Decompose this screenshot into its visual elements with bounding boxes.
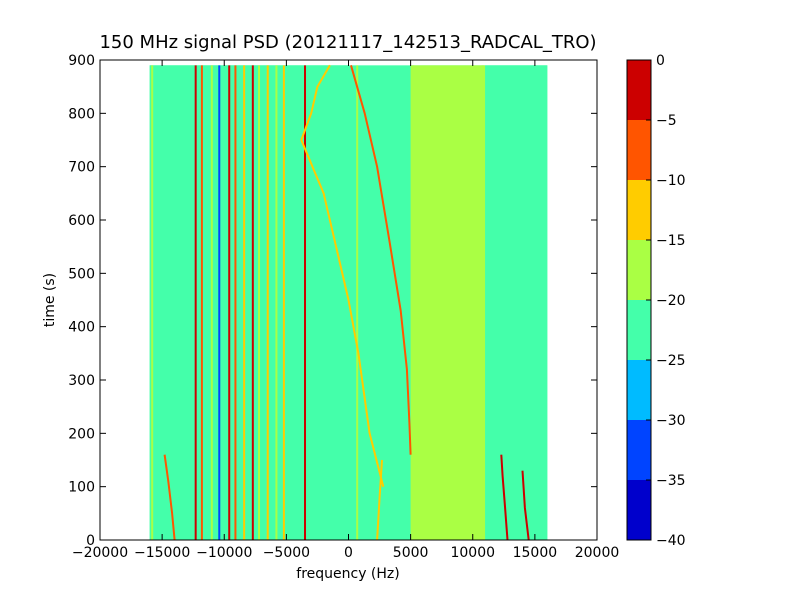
colorbar-segment	[627, 360, 651, 420]
signal-track-3	[376, 459, 383, 540]
colorbar-segment	[627, 60, 651, 120]
x-tick-label: −20000	[72, 545, 128, 561]
y-tick-label: 300	[68, 373, 95, 389]
signal-track-4	[500, 454, 509, 540]
x-tick-label: −15000	[134, 545, 190, 561]
x-tick-label: 0	[344, 545, 353, 561]
heatmap-region-0	[149, 65, 349, 540]
signal-track-1	[350, 65, 412, 455]
colorbar-segment	[627, 180, 651, 240]
y-tick-label: 800	[68, 106, 95, 122]
colorbar-segment	[627, 240, 651, 300]
chart-title: 150 MHz signal PSD (20121117_142513_RADC…	[99, 32, 596, 53]
x-axis-label: frequency (Hz)	[296, 566, 399, 582]
signal-track-5	[521, 470, 530, 540]
y-tick-label: 0	[86, 533, 95, 549]
colorbar-tick-label: −15	[656, 233, 686, 249]
colorbar-segment	[627, 300, 651, 360]
x-tick-label: 5000	[393, 545, 429, 561]
colorbar-tick-label: −5	[656, 113, 677, 129]
colorbar-tick-label: −10	[656, 173, 686, 189]
x-axis: −20000 −15000 −10000 −5000 0 5000 10000 15000 20…	[72, 60, 619, 561]
colorbar-segment	[627, 420, 651, 480]
colorbar-tick-label: 0	[656, 53, 665, 69]
heatmap-region-1	[410, 65, 486, 540]
colorbar-tick-label: −30	[656, 413, 686, 429]
x-tick-label: −10000	[196, 545, 252, 561]
y-tick-label: 100	[68, 480, 95, 496]
x-tick-label: 20000	[575, 545, 620, 561]
heatmap-region-2	[485, 65, 548, 540]
signal-track-2	[163, 454, 176, 540]
colorbar-tick-label: −25	[656, 353, 686, 369]
y-axis: 0 100 200 300 400 500 600 700 800 900	[68, 53, 597, 549]
signal-track-0	[300, 64, 385, 487]
y-tick-label: 400	[68, 320, 95, 336]
colorbar-tick-label: −40	[656, 533, 686, 549]
colorbar-segment	[627, 120, 651, 180]
colorbar-tick-label: −35	[656, 473, 686, 489]
y-tick-label: 500	[68, 266, 95, 282]
heatmap	[149, 64, 548, 540]
colorbar: −40 −35 −30 −25 −20 −15 −10 −5 0	[626, 53, 686, 549]
y-tick-label: 700	[68, 160, 95, 176]
y-axis-label: time (s)	[42, 273, 58, 327]
y-tick-label: 200	[68, 426, 95, 442]
y-tick-label: 600	[68, 213, 95, 229]
x-tick-label: 15000	[513, 545, 558, 561]
colorbar-tick-label: −20	[656, 293, 686, 309]
y-tick-label: 900	[68, 53, 95, 69]
x-tick-label: −5000	[263, 545, 310, 561]
x-tick-label: 10000	[450, 545, 495, 561]
colorbar-segment	[627, 480, 651, 540]
